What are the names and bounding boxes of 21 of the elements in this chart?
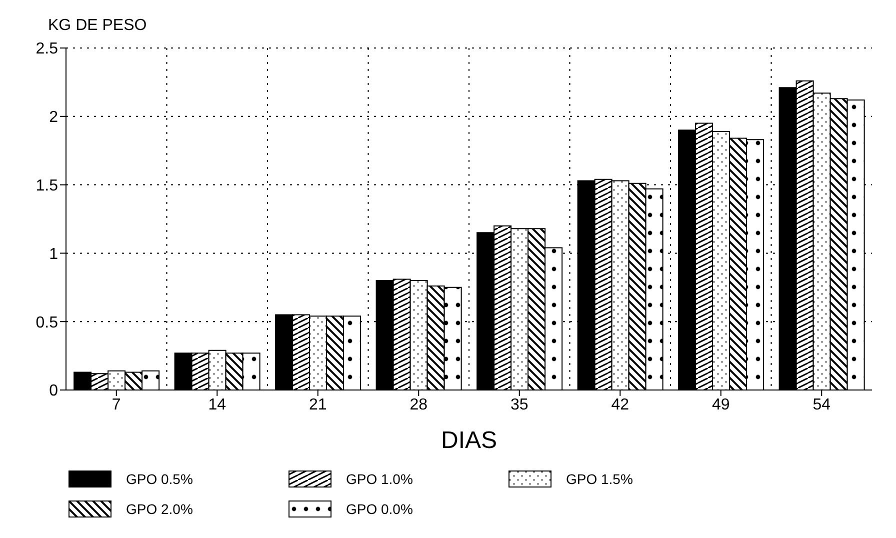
x-tick-label: 35 — [510, 396, 528, 414]
x-tick-label: 54 — [812, 396, 831, 414]
x-tick-label: 7 — [112, 396, 121, 414]
legend-label: GPO 1.0% — [346, 471, 413, 487]
y-tick-label: 2.5 — [36, 40, 58, 58]
legend-label: GPO 2.0% — [126, 501, 193, 517]
legend-label: GPO 0.0% — [346, 501, 413, 517]
y-axis-title: KG DE PESO — [48, 17, 147, 34]
y-tick-label: 0 — [49, 382, 58, 400]
y-tick-label: 2 — [49, 109, 58, 126]
y-tick-label: 0.5 — [36, 314, 58, 332]
x-tick-label: 42 — [611, 396, 630, 414]
x-tick-label: 28 — [410, 396, 428, 414]
y-tick-label: 1 — [49, 246, 58, 263]
x-tick-label: 49 — [712, 396, 730, 414]
x-tick-label: 14 — [208, 396, 226, 414]
legend-label: GPO 1.5% — [566, 471, 633, 487]
y-tick-label: 1.5 — [36, 177, 58, 194]
x-axis-title: DIAS — [440, 427, 498, 454]
x-tick-label: 21 — [308, 396, 327, 414]
legend-label: GPO 0.5% — [126, 471, 193, 487]
